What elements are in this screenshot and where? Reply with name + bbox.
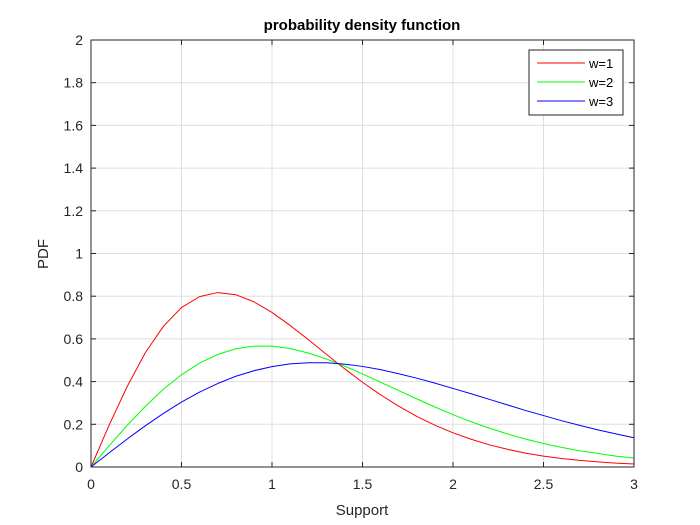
series-line-w=2: [90, 345, 635, 468]
series-line-w=3: [90, 362, 635, 468]
y-tick-label: 2: [75, 32, 83, 48]
y-tick-label: 1.2: [64, 203, 84, 219]
y-tick-label: 0.8: [64, 288, 84, 304]
y-tick-label: 0.2: [64, 416, 84, 432]
legend: w=1 w=2 w=3: [528, 49, 624, 116]
y-axis-label: PDF: [35, 239, 52, 269]
series-line-w=1: [90, 292, 635, 468]
legend-label: w=1: [588, 56, 613, 71]
x-tick-label: 2: [449, 476, 457, 492]
y-tick-label: 1.6: [64, 117, 84, 133]
y-tick-label: 0.4: [64, 374, 84, 390]
y-tick-label: 1.4: [64, 160, 84, 176]
y-tick-label: 1: [75, 246, 83, 262]
x-tick-label: 1.5: [353, 476, 373, 492]
x-tick-label: 3: [630, 476, 638, 492]
x-tick-label: 0.5: [172, 476, 192, 492]
axis-ticks: 0 0.5 1 1.5 2 2.5 3 0 0.2 0.4 0.6 0.8 1 1.2 1.4 1.6 1.8 2: [64, 32, 639, 492]
x-tick-label: 2.5: [534, 476, 554, 492]
x-axis-label: Support: [336, 502, 389, 519]
x-tick-label: 1: [268, 476, 276, 492]
y-tick-label: 0: [75, 459, 83, 475]
chart-title: probability density function: [264, 17, 461, 34]
x-tick-label: 0: [87, 476, 95, 492]
series-lines: [90, 292, 635, 468]
legend-label: w=3: [588, 94, 613, 109]
legend-label: w=2: [588, 75, 613, 90]
y-tick-label: 0.6: [64, 331, 84, 347]
y-tick-label: 1.8: [64, 75, 84, 91]
